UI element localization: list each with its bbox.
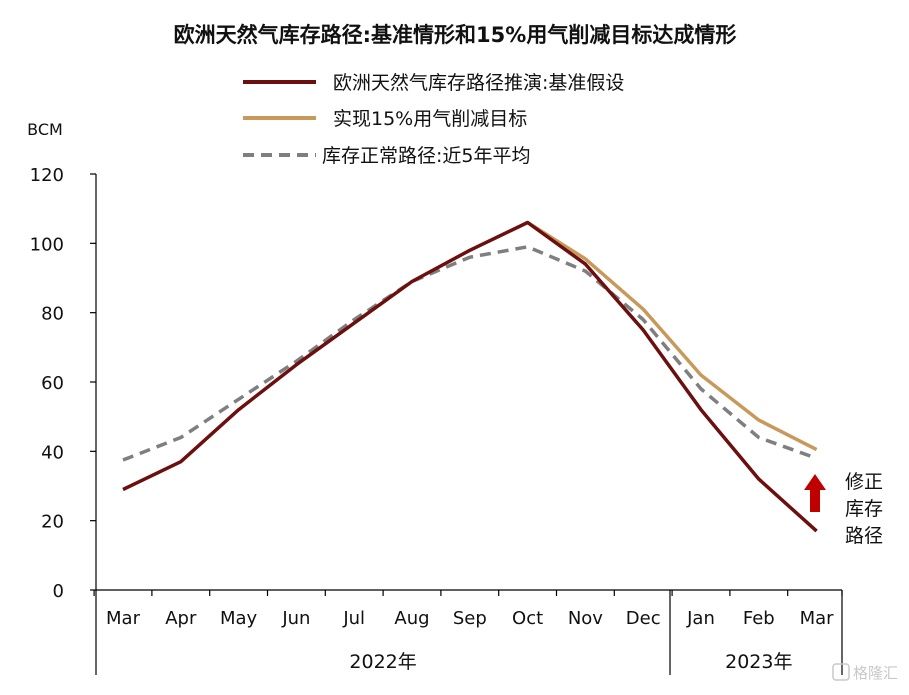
x-tick-label: Dec: [626, 608, 661, 629]
x-tick-label: Jan: [686, 608, 715, 629]
y-tick-label: 60: [41, 373, 64, 394]
x-tick-label: May: [220, 608, 258, 629]
legend-label: 实现15%用气削减目标: [333, 108, 527, 130]
x-tick-label: Apr: [165, 608, 197, 629]
year-group-label: 2022年: [349, 651, 416, 673]
x-tick-label: Aug: [394, 608, 429, 629]
series-layer: [122, 220, 818, 533]
x-tick-label: Oct: [512, 608, 543, 629]
series-line-2: [526, 221, 818, 452]
x-tick-label: Sep: [453, 608, 487, 629]
legend-label: 库存正常路径:近5年平均: [322, 145, 531, 167]
chart-title: 欧洲天然气库存路径:基准情形和15%用气削减目标达成情形: [174, 23, 737, 47]
annotation-text: 路径: [845, 525, 883, 547]
y-tick-label: 100: [30, 234, 64, 255]
y-axis-unit-label: BCM: [27, 120, 63, 139]
x-tick-label: Jun: [281, 608, 310, 629]
x-tick-label: Mar: [800, 608, 835, 629]
watermark: 格隆汇: [832, 663, 898, 682]
year-group-label: 2023年: [725, 651, 792, 673]
x-tick-label: Feb: [743, 608, 775, 629]
legend-label: 欧洲天然气库存路径推演:基准假设: [333, 72, 624, 94]
y-tick-label: 20: [41, 512, 64, 533]
series-line-3: [122, 245, 818, 462]
arrow-up-icon: [804, 474, 826, 512]
annotation-text: 库存: [845, 498, 883, 520]
axes: 0 20 40 60 80 100 120 Mar Apr May Jun Jul Aug Sep Oct N…: [30, 165, 843, 675]
x-tick-label: Nov: [568, 608, 603, 629]
y-tick-label: 40: [41, 442, 64, 463]
watermark-logo-icon: [832, 663, 850, 681]
watermark-text: 格隆汇: [853, 664, 898, 682]
y-tick-label: 0: [53, 581, 64, 602]
x-tick-label: Mar: [106, 608, 141, 629]
y-tick-label: 120: [30, 165, 64, 186]
series-line-1: [122, 220, 818, 533]
annotation-text: 修正: [845, 471, 883, 493]
y-tick-label: 80: [41, 304, 64, 325]
x-tick-label: Jul: [342, 608, 365, 629]
